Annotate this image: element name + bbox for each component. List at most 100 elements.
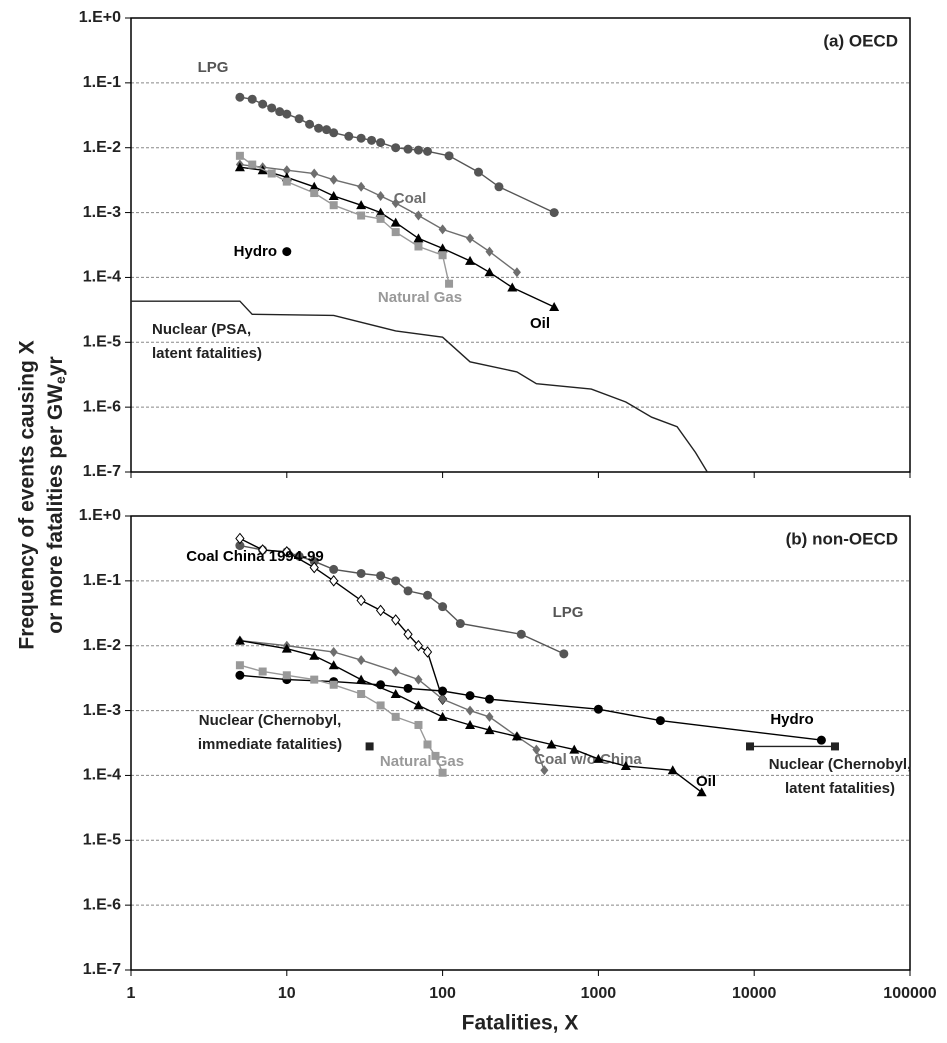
- marker: [485, 711, 494, 722]
- marker: [438, 694, 447, 705]
- marker: [413, 145, 423, 155]
- marker: [540, 765, 549, 776]
- marker: [484, 725, 495, 735]
- marker: [310, 168, 319, 179]
- series-label: Oil: [696, 773, 716, 790]
- marker: [655, 716, 665, 726]
- marker: [310, 189, 319, 198]
- series: [235, 92, 559, 218]
- series-label: Nuclear (Chernobyl,: [769, 756, 912, 773]
- marker: [485, 246, 494, 257]
- marker: [437, 711, 448, 721]
- x-tick-label: 1: [127, 985, 136, 1002]
- marker: [391, 712, 400, 721]
- marker: [465, 255, 476, 265]
- marker: [423, 146, 433, 156]
- y-axis-label: Frequency of events causing X: [16, 340, 39, 649]
- y-label-sub: e: [52, 376, 68, 384]
- marker: [376, 571, 386, 581]
- marker: [830, 742, 839, 751]
- marker: [275, 107, 285, 117]
- marker: [356, 133, 366, 143]
- y-tick-label: 1.E+0: [79, 9, 121, 26]
- y-tick-label: 1.E-4: [83, 269, 121, 286]
- marker: [474, 167, 484, 177]
- marker: [375, 207, 386, 217]
- marker: [258, 99, 268, 109]
- marker: [234, 162, 245, 172]
- x-tick-label: 1000: [581, 985, 617, 1002]
- marker: [546, 739, 557, 749]
- series-label: Hydro: [234, 243, 277, 260]
- marker: [391, 143, 401, 153]
- marker: [438, 686, 448, 696]
- marker: [328, 660, 339, 670]
- marker: [403, 683, 413, 693]
- x-tick-label: 100: [429, 985, 456, 1002]
- marker: [282, 177, 291, 186]
- marker: [282, 671, 291, 680]
- marker: [235, 661, 244, 670]
- marker: [391, 228, 400, 237]
- marker: [375, 604, 386, 617]
- marker: [329, 174, 338, 185]
- series-label: latent fatalities): [152, 345, 262, 362]
- marker: [309, 181, 320, 191]
- marker: [438, 768, 447, 777]
- marker: [423, 590, 433, 600]
- series-label: latent fatalities): [785, 780, 895, 797]
- series: [234, 635, 707, 797]
- marker: [516, 629, 526, 639]
- series: [235, 541, 569, 659]
- marker: [376, 680, 386, 690]
- marker: [391, 576, 401, 586]
- marker: [329, 564, 339, 574]
- marker: [414, 210, 423, 221]
- y-tick-label: 1.E-7: [83, 463, 121, 480]
- marker: [455, 619, 465, 629]
- x-axis-label: Fatalities, X: [462, 1012, 579, 1035]
- marker: [414, 720, 423, 729]
- marker: [390, 689, 401, 699]
- y-tick-label: 1.E+0: [79, 507, 121, 524]
- marker: [356, 568, 366, 578]
- panel-title: (b) non-OECD: [786, 529, 898, 548]
- marker: [267, 169, 276, 178]
- marker: [365, 742, 374, 751]
- marker: [746, 742, 755, 751]
- plot-frame: [130, 515, 911, 971]
- marker: [267, 103, 277, 113]
- marker: [465, 719, 476, 729]
- marker: [403, 144, 413, 154]
- marker: [235, 151, 244, 160]
- marker: [234, 635, 245, 645]
- series: [235, 159, 521, 278]
- marker: [437, 243, 448, 253]
- marker: [344, 131, 354, 141]
- series-label: Natural Gas: [380, 753, 464, 770]
- marker: [444, 151, 454, 161]
- marker: [696, 787, 707, 797]
- marker: [235, 92, 245, 102]
- marker: [258, 667, 267, 676]
- marker: [413, 233, 424, 243]
- marker: [445, 279, 454, 288]
- marker: [309, 650, 320, 660]
- marker: [532, 744, 541, 755]
- marker: [376, 214, 385, 223]
- marker: [322, 125, 332, 135]
- marker: [357, 690, 366, 699]
- marker: [816, 735, 826, 745]
- marker: [559, 649, 569, 659]
- marker: [367, 135, 377, 145]
- marker: [485, 694, 495, 704]
- series: [282, 247, 292, 257]
- marker: [414, 674, 423, 685]
- marker: [484, 267, 495, 277]
- marker: [235, 670, 245, 680]
- marker: [667, 765, 678, 775]
- marker: [413, 639, 424, 652]
- marker: [507, 282, 518, 292]
- y-label-part: or more fatalities per GW: [44, 384, 67, 634]
